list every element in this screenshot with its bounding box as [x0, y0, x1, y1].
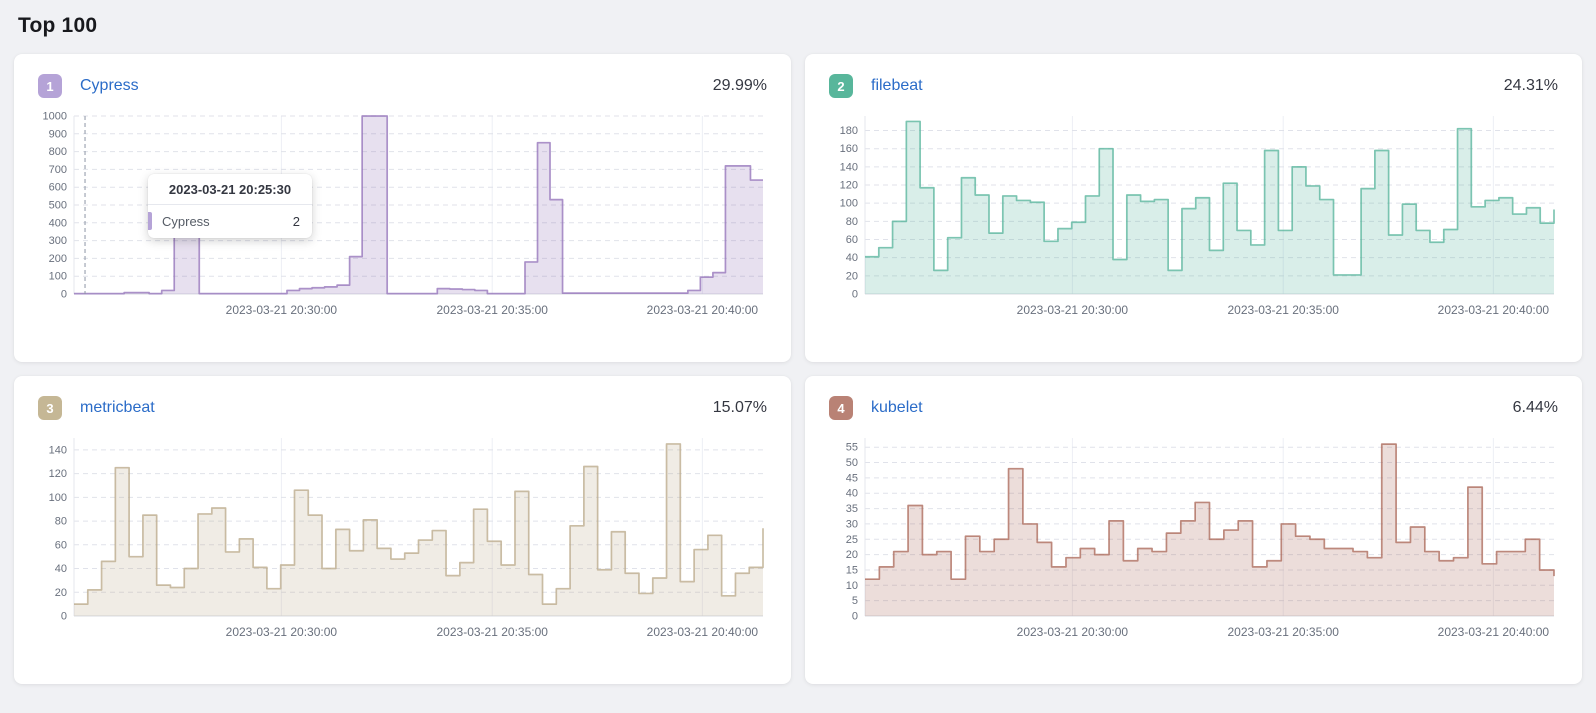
tooltip-timestamp: 2023-03-21 20:25:30 — [148, 174, 312, 205]
svg-text:40: 40 — [55, 563, 67, 575]
svg-text:50: 50 — [846, 457, 858, 469]
svg-text:25: 25 — [846, 534, 858, 546]
percent-value: 24.31% — [1503, 77, 1558, 94]
svg-text:15: 15 — [846, 564, 858, 576]
svg-text:2023-03-21 20:40:00: 2023-03-21 20:40:00 — [647, 303, 759, 317]
svg-text:500: 500 — [49, 200, 67, 212]
svg-text:2023-03-21 20:35:00: 2023-03-21 20:35:00 — [1228, 303, 1340, 317]
card-header: 1 Cypress 29.99% — [38, 74, 767, 98]
svg-text:10: 10 — [846, 580, 858, 592]
svg-text:1000: 1000 — [43, 111, 67, 123]
svg-text:0: 0 — [852, 611, 858, 623]
svg-text:2023-03-21 20:30:00: 2023-03-21 20:30:00 — [1017, 625, 1129, 639]
rank-badge: 2 — [829, 74, 853, 98]
svg-text:140: 140 — [840, 161, 858, 173]
series-link-metricbeat[interactable]: metricbeat — [80, 399, 155, 416]
svg-text:100: 100 — [49, 271, 67, 283]
chart-tooltip: 2023-03-21 20:25:30 Cypress 2 — [148, 174, 312, 238]
card-header: 2 filebeat 24.31% — [829, 74, 1558, 98]
svg-text:2023-03-21 20:40:00: 2023-03-21 20:40:00 — [1438, 625, 1550, 639]
svg-text:2023-03-21 20:40:00: 2023-03-21 20:40:00 — [647, 625, 759, 639]
chart-metricbeat[interactable]: 0 20 40 60 80 100 120 140 2023-03-21 20:30:00 202… — [38, 430, 767, 653]
svg-text:2023-03-21 20:35:00: 2023-03-21 20:35:00 — [1228, 625, 1340, 639]
svg-text:40: 40 — [846, 488, 858, 500]
svg-text:40: 40 — [846, 252, 858, 264]
percent-value: 29.99% — [712, 77, 767, 94]
svg-text:2023-03-21 20:30:00: 2023-03-21 20:30:00 — [1017, 303, 1129, 317]
area-chart: 0 5 10 15 20 25 30 35 40 45 50 55 2023-03-21 20:30:0… — [846, 438, 1555, 639]
svg-text:2023-03-21 20:30:00: 2023-03-21 20:30:00 — [226, 625, 338, 639]
svg-text:0: 0 — [61, 289, 67, 301]
svg-text:2023-03-21 20:40:00: 2023-03-21 20:40:00 — [1438, 303, 1550, 317]
series-link-filebeat[interactable]: filebeat — [871, 77, 923, 94]
svg-text:700: 700 — [49, 164, 67, 176]
card-cypress: 1 Cypress 29.99% 0 100 200 300 400 500 600 700 8… — [14, 54, 791, 362]
svg-text:120: 120 — [49, 468, 67, 480]
tooltip-row: Cypress 2 — [148, 205, 312, 238]
svg-text:900: 900 — [49, 128, 67, 140]
dashboard-grid: 1 Cypress 29.99% 0 100 200 300 400 500 600 700 8… — [14, 54, 1582, 684]
svg-text:160: 160 — [840, 143, 858, 155]
svg-text:20: 20 — [846, 270, 858, 282]
svg-text:300: 300 — [49, 235, 67, 247]
svg-text:140: 140 — [49, 444, 67, 456]
svg-text:0: 0 — [61, 611, 67, 623]
rank-badge: 4 — [829, 396, 853, 420]
svg-text:20: 20 — [846, 549, 858, 561]
svg-text:2023-03-21 20:35:00: 2023-03-21 20:35:00 — [437, 625, 549, 639]
svg-text:800: 800 — [49, 146, 67, 158]
svg-text:5: 5 — [852, 595, 858, 607]
area-chart: 0 20 40 60 80 100 120 140 160 180 2023-03-21 20:30… — [840, 116, 1555, 317]
svg-text:20: 20 — [55, 587, 67, 599]
card-filebeat: 2 filebeat 24.31% 0 20 40 60 80 100 120 140 160 1… — [805, 54, 1582, 362]
svg-text:100: 100 — [49, 492, 67, 504]
svg-text:120: 120 — [840, 180, 858, 192]
svg-text:100: 100 — [840, 198, 858, 210]
svg-text:80: 80 — [846, 216, 858, 228]
area-chart: 0 20 40 60 80 100 120 140 2023-03-21 20:30:00 202… — [49, 438, 764, 639]
rank-badge: 3 — [38, 396, 62, 420]
svg-text:60: 60 — [55, 539, 67, 551]
svg-text:80: 80 — [55, 516, 67, 528]
svg-text:2023-03-21 20:30:00: 2023-03-21 20:30:00 — [226, 303, 338, 317]
page-title: Top 100 — [18, 14, 98, 37]
svg-text:400: 400 — [49, 217, 67, 229]
card-metricbeat: 3 metricbeat 15.07% 0 20 40 60 80 100 120 140 20… — [14, 376, 791, 684]
series-link-kubelet[interactable]: kubelet — [871, 399, 923, 416]
tooltip-series-label: Cypress — [162, 213, 210, 229]
svg-text:30: 30 — [846, 518, 858, 530]
svg-text:45: 45 — [846, 472, 858, 484]
tooltip-series-value: 2 — [292, 213, 300, 229]
percent-value: 15.07% — [712, 399, 767, 416]
percent-value: 6.44% — [1512, 399, 1558, 416]
rank-badge: 1 — [38, 74, 62, 98]
svg-text:60: 60 — [846, 234, 858, 246]
svg-text:0: 0 — [852, 289, 858, 301]
chart-kubelet[interactable]: 0 5 10 15 20 25 30 35 40 45 50 55 2023-03-21 20:30:0… — [829, 430, 1558, 653]
chart-cypress[interactable]: 0 100 200 300 400 500 600 700 800 900 1000 2023-03-… — [38, 108, 767, 331]
svg-text:200: 200 — [49, 253, 67, 265]
svg-text:55: 55 — [846, 442, 858, 454]
card-header: 4 kubelet 6.44% — [829, 396, 1558, 420]
area-chart: 0 100 200 300 400 500 600 700 800 900 1000 2023-03-… — [43, 111, 763, 317]
series-link-cypress[interactable]: Cypress — [80, 77, 139, 94]
series-color-swatch — [148, 212, 152, 230]
card-kubelet: 4 kubelet 6.44% 0 5 10 15 20 25 30 35 40 45 50 55 20… — [805, 376, 1582, 684]
svg-text:180: 180 — [840, 125, 858, 137]
svg-text:600: 600 — [49, 182, 67, 194]
svg-text:2023-03-21 20:35:00: 2023-03-21 20:35:00 — [437, 303, 549, 317]
card-header: 3 metricbeat 15.07% — [38, 396, 767, 420]
svg-text:35: 35 — [846, 503, 858, 515]
chart-filebeat[interactable]: 0 20 40 60 80 100 120 140 160 180 2023-03-21 20:30… — [829, 108, 1558, 331]
